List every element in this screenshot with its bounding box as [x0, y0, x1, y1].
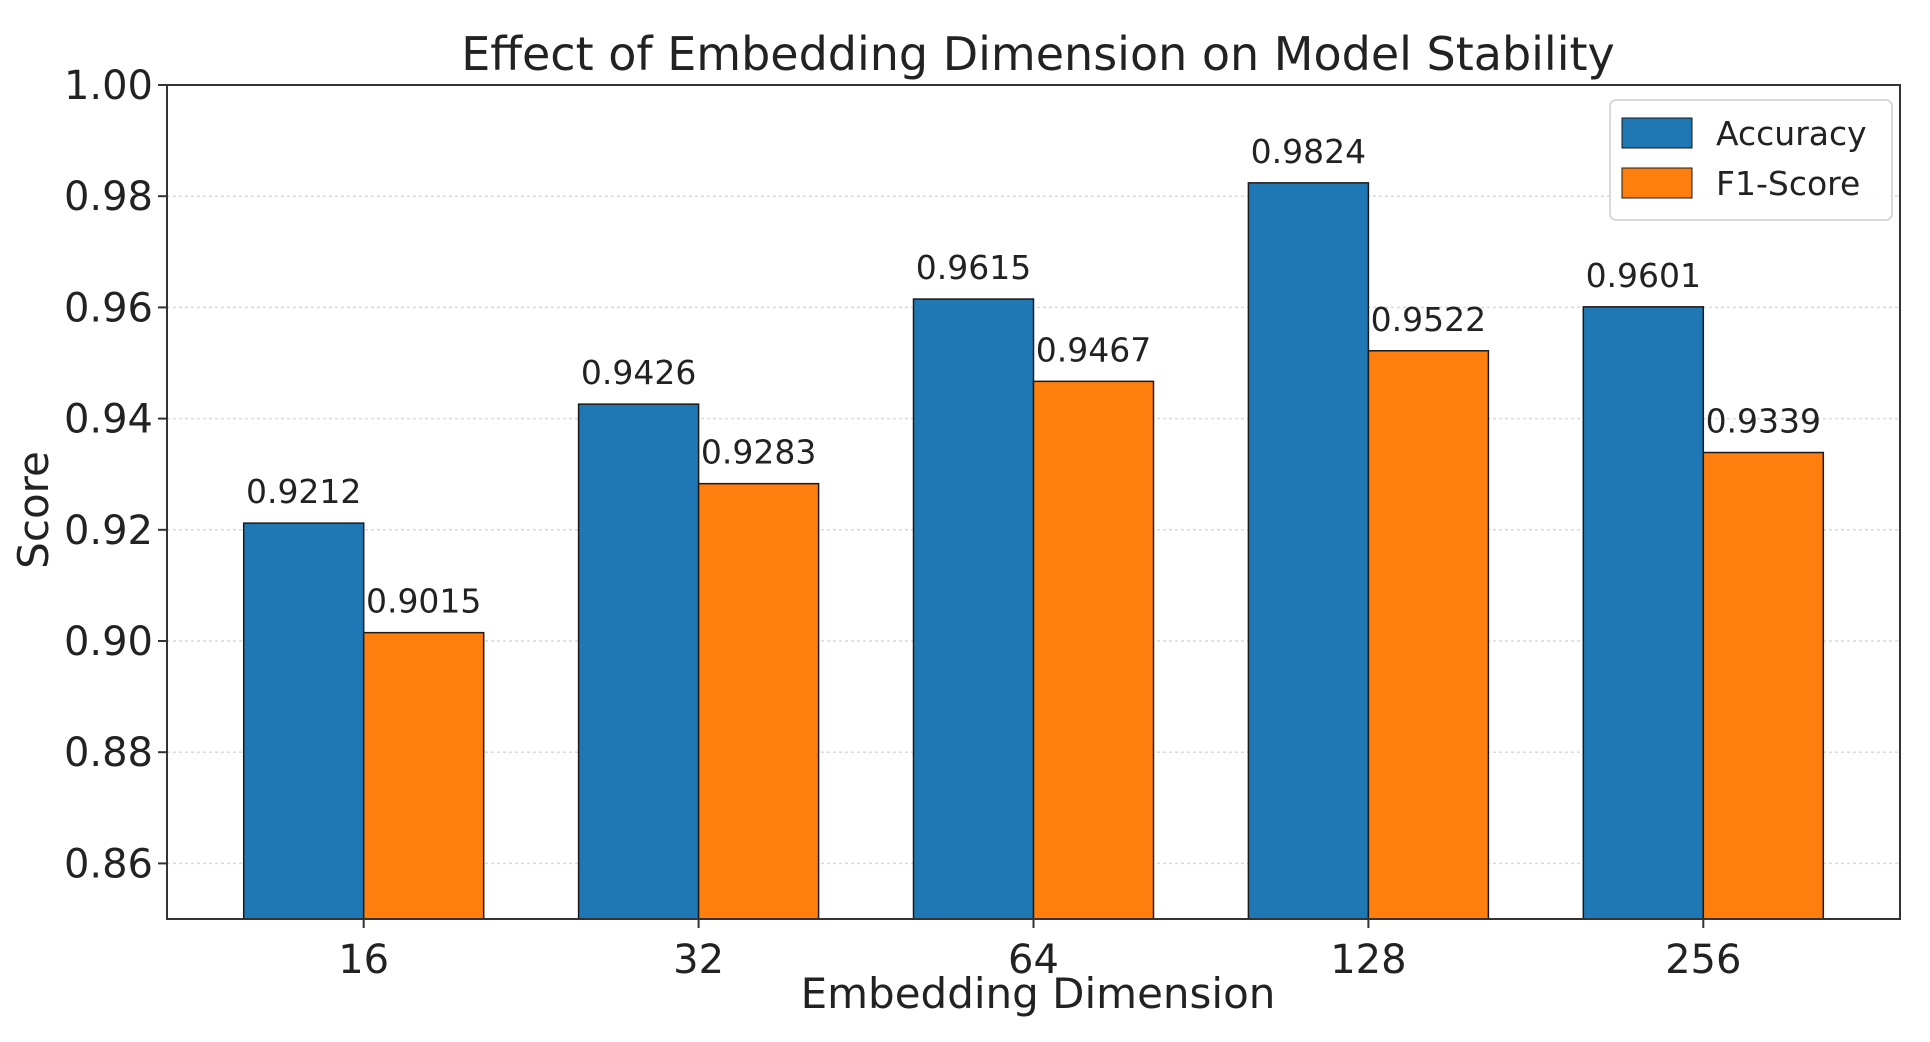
data-label: 0.9339: [1706, 402, 1821, 441]
y-tick-label: 0.90: [64, 619, 153, 665]
y-tick-label: 1.00: [64, 63, 153, 109]
data-label: 0.9601: [1586, 256, 1701, 295]
y-tick-label: 0.92: [64, 508, 153, 554]
bar-accuracy-16: [242, 522, 365, 920]
y-tick-label: 0.94: [64, 397, 153, 443]
bar-accuracy-128: [1247, 182, 1370, 920]
y-tick-label: 0.98: [64, 174, 153, 220]
legend-swatch-accuracy: [1621, 117, 1693, 149]
y-tick-label: 0.86: [64, 841, 153, 887]
bar-accuracy-32: [577, 403, 700, 920]
bars: [242, 182, 1825, 920]
axes: 0.86 0.88 0.90 0.92 0.94 0.96 0.98 1.00 16 32 64 12…: [64, 63, 1901, 983]
data-label: 0.9283: [701, 433, 816, 472]
value-labels: 0.9212 0.9426 0.9615 0.9824 0.9601 0.9015 0.92…: [246, 132, 1821, 621]
x-tick-label: 64: [1008, 937, 1059, 983]
x-tick-label: 256: [1665, 937, 1741, 983]
data-label: 0.9467: [1036, 330, 1151, 369]
bar-f1-score-16: [362, 631, 485, 920]
plot-frame: [166, 84, 1901, 920]
data-label: 0.9426: [581, 353, 696, 392]
y-tick-label: 0.96: [64, 285, 153, 331]
data-label: 0.9615: [916, 248, 1031, 287]
bar-accuracy-256: [1582, 306, 1705, 920]
data-label: 0.9015: [366, 582, 481, 621]
y-axis-label: Score: [9, 451, 58, 569]
legend-entry-f1-score: F1-Score: [1716, 164, 1860, 203]
legend-entry-accuracy: Accuracy: [1716, 114, 1867, 153]
data-label: 0.9824: [1251, 132, 1366, 171]
bar-f1-score-256: [1702, 451, 1825, 920]
bar-f1-score-32: [697, 482, 820, 920]
chart-title: Effect of Embedding Dimension on Model S…: [461, 27, 1615, 81]
bar-accuracy-64: [912, 298, 1035, 920]
y-tick-label: 0.88: [64, 730, 153, 776]
data-label: 0.9212: [246, 472, 361, 511]
x-tick-label: 128: [1330, 937, 1406, 983]
x-tick-label: 32: [673, 937, 724, 983]
data-label: 0.9522: [1371, 300, 1486, 339]
legend-swatch-f1-score: [1621, 167, 1693, 199]
x-axis-label: Embedding Dimension: [801, 969, 1276, 1018]
bar-f1-score-64: [1032, 380, 1155, 920]
bar-f1-score-128: [1367, 350, 1490, 920]
x-tick-label: 16: [338, 937, 389, 983]
legend: Accuracy F1-Score: [1609, 99, 1893, 221]
